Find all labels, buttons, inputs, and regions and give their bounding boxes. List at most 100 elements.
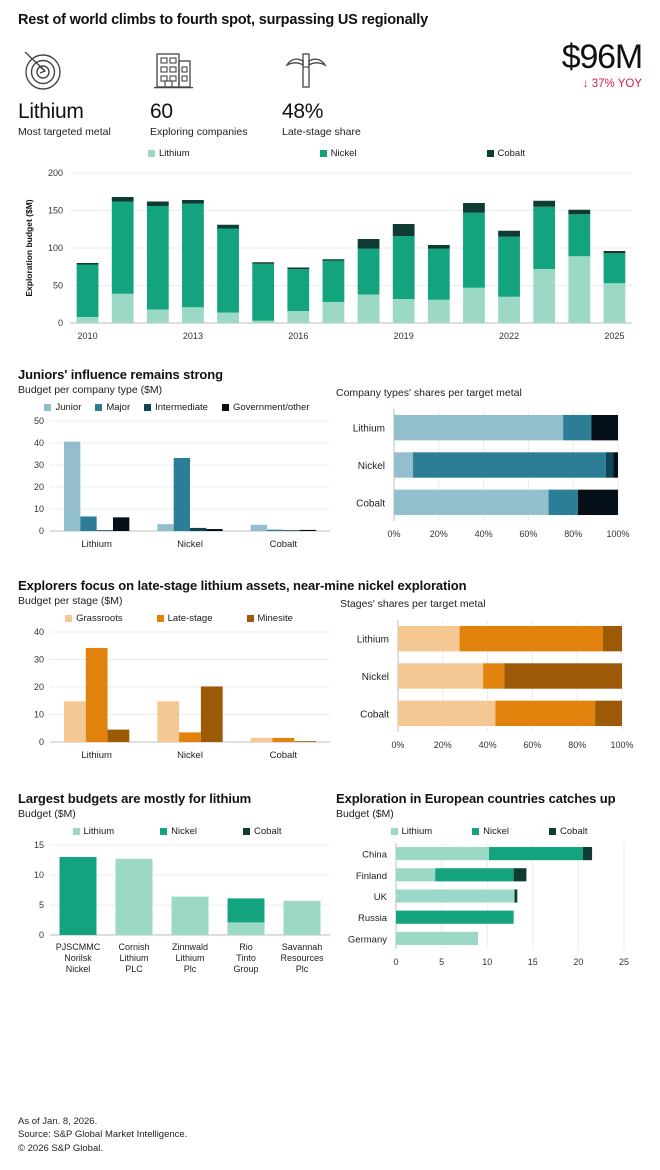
svg-text:Cobalt: Cobalt [360,709,389,720]
svg-text:80%: 80% [564,529,582,539]
section-subtitle: Budget ($M) [18,808,76,820]
legend-item-nickel: Nickel [319,148,357,159]
kpi-label: Exploring companies [150,126,248,138]
svg-text:15: 15 [528,957,538,967]
legend-item-grassroots: Grassroots [65,613,123,624]
legend-swatch-lithium [390,828,398,835]
svg-text:Finland: Finland [356,871,387,882]
svg-text:Lithium: Lithium [353,424,385,435]
svg-text:20%: 20% [434,740,452,750]
legend-label: Major [106,402,131,413]
legend-swatch-cobalt [243,828,251,835]
svg-text:100: 100 [48,243,63,253]
chart-canvas-budget-per-company-type: 0 10 20 30 40 50 Lithium Nickel Cobalt [34,416,330,550]
page-title: Rest of world climbs to fourth spot, sur… [18,12,428,28]
svg-text:5: 5 [39,900,44,910]
headline-yoy-change: ↓ 37% YOY [582,78,642,90]
svg-text:Norilsk: Norilsk [64,953,92,963]
chart-canvas-stages-shares: 0% 20% 40% 60% 80% 100% Lithium Nickel Cobalt [357,620,634,750]
svg-text:Zinnwald: Zinnwald [172,942,208,952]
kpi-label: Late-stage share [282,126,361,138]
footer-source: Source: S&P Global Market Intelligence. [18,1129,188,1141]
legend-swatch-junior [44,404,52,411]
svg-text:10: 10 [34,710,44,720]
svg-text:Cobalt: Cobalt [270,539,298,550]
headline-value: $96M ↓ 37% YOY [561,38,643,90]
panel-budget-per-stage: Explorers focus on late-stage lithium as… [18,578,467,775]
svg-text:Lithium: Lithium [81,750,112,761]
section-title: Company types' shares per target metal [336,387,522,399]
svg-text:60%: 60% [519,529,537,539]
svg-text:0%: 0% [387,529,400,539]
svg-text:40: 40 [34,627,44,637]
legend-swatch-grassroots [65,615,73,622]
svg-text:Plc: Plc [184,964,197,974]
kpi-most-targeted-metal: Lithium Most targeted metal [18,42,150,138]
footer-copyright: © 2026 S&P Global. [18,1143,103,1155]
legend-swatch-intermediate [144,404,152,411]
svg-text:50: 50 [34,416,44,426]
legend-swatch-major [95,404,103,411]
panel-largest-budgets: Largest budgets are mostly for lithium B… [18,791,336,987]
chart-canvas-european-countries: 0 5 10 15 20 25 China Finland UK Russia Germany [348,843,629,967]
section-largest-budgets: Largest budgets are mostly for lithium B… [18,791,642,987]
legend-item-lithium: Lithium [390,826,432,837]
legend-european-countries: Lithium Nickel Cobalt [336,826,642,837]
svg-text:Nickel: Nickel [66,964,91,974]
legend-swatch-nickel [319,150,327,157]
svg-text:PLC: PLC [125,964,143,974]
footer: As of Jan. 8, 2026. Source: S&P Global M… [18,1115,187,1156]
kpi-value: 48% [282,100,324,123]
svg-text:100%: 100% [610,740,633,750]
section-subtitle: Budget ($M) [336,808,394,820]
svg-text:Nickel: Nickel [177,750,203,761]
svg-text:0: 0 [39,737,44,747]
legend-swatch-nickel [160,828,168,835]
legend-company-types: Junior Major Intermediate Government/oth… [18,402,336,413]
svg-text:0%: 0% [391,740,404,750]
svg-text:10: 10 [34,504,44,514]
svg-text:UK: UK [374,892,388,903]
svg-text:20: 20 [34,682,44,692]
svg-text:Group: Group [233,964,258,974]
svg-text:Nickel: Nickel [177,539,203,550]
svg-text:2013: 2013 [183,331,203,341]
svg-text:Resources: Resources [280,953,324,963]
headline-amount: $96M [561,38,643,76]
panel-budget-per-company-type: Juniors' influence remains strong Budget… [18,367,336,564]
legend-swatch-government [221,404,229,411]
legend-swatch-late-stage [156,615,164,622]
panel-european-countries: Exploration in European countries catche… [336,791,642,987]
section-title: Largest budgets are mostly for lithium [18,791,252,806]
legend-item-junior: Junior [44,402,81,413]
kpi-row: Lithium Most targeted metal [18,38,643,138]
svg-text:10: 10 [482,957,492,967]
legend-label: Junior [55,402,82,413]
chart-exploration-budget: Lithium Nickel Cobalt 0 50 100 150 200 2010 20… [18,148,642,355]
legend-label: Grassroots [76,613,123,624]
legend-label: Cobalt [254,826,282,837]
svg-text:Lithium: Lithium [81,539,112,550]
svg-text:30: 30 [34,460,44,470]
legend-item-minesite: Minesite [246,613,293,624]
kpi-value: Lithium [18,100,84,123]
legend-swatch-nickel [472,828,480,835]
chart-canvas-largest-budgets: 051015PJSCMMCNorilskNickelCornishLithium… [34,840,330,974]
legend-item-cobalt: Cobalt [243,826,281,837]
section-title: Juniors' influence remains strong [18,367,223,382]
legend-swatch-lithium [72,828,80,835]
legend-label: Nickel [483,826,510,837]
kpi-late-stage-share: 48% Late-stage share [282,42,414,138]
svg-text:Tinto: Tinto [236,953,256,963]
svg-text:30: 30 [34,655,44,665]
panel-company-types-shares: Company types' shares per target metal 0… [336,367,642,564]
kpi-value: 60 [150,100,173,123]
svg-text:PJSCMMC: PJSCMMC [56,942,101,952]
section-company-types: Juniors' influence remains strong Budget… [18,367,642,564]
svg-text:100%: 100% [606,529,629,539]
svg-text:40%: 40% [475,529,493,539]
legend-item-lithium: Lithium [72,826,114,837]
legend-stages: Grassroots Late-stage Minesite [18,613,340,624]
svg-text:2025: 2025 [604,331,624,341]
